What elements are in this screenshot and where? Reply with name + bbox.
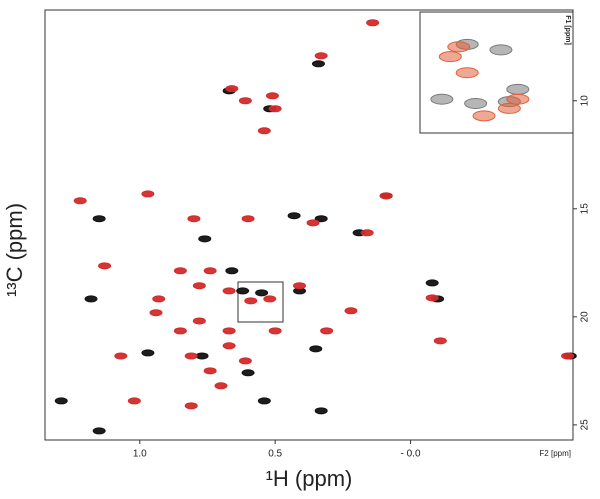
- peak: [184, 352, 198, 360]
- peak: [127, 397, 141, 405]
- peak: [203, 367, 217, 375]
- y-axis-label: ¹³C (ppm): [2, 203, 27, 297]
- peak: [268, 105, 282, 113]
- peak: [314, 215, 328, 223]
- peak: [472, 110, 496, 122]
- peak: [506, 83, 530, 95]
- peak: [92, 215, 106, 223]
- peak: [320, 327, 334, 335]
- peak: [430, 93, 454, 105]
- y-tick-label: 10: [580, 95, 591, 107]
- peak: [73, 197, 87, 205]
- peak: [241, 369, 255, 377]
- peak: [141, 190, 155, 198]
- peak: [257, 127, 271, 135]
- inset-y-label: F1 [ppm]: [564, 15, 571, 45]
- x-unit-label: F2 [ppm]: [539, 449, 571, 458]
- peak: [236, 287, 250, 295]
- peak: [149, 309, 163, 317]
- peak: [561, 352, 575, 360]
- peak: [192, 317, 206, 325]
- peak: [309, 345, 323, 353]
- x-tick-label: - 0.0: [401, 449, 421, 460]
- peak: [425, 279, 439, 287]
- peak: [184, 402, 198, 410]
- peak: [152, 295, 166, 303]
- peak: [268, 327, 282, 335]
- peak: [293, 282, 307, 290]
- peak: [195, 352, 209, 360]
- x-axis-label: ¹H (ppm): [266, 466, 353, 491]
- peak: [438, 51, 462, 63]
- zoom-box: [237, 281, 284, 323]
- peak: [464, 98, 488, 110]
- inset-plot: F1 [ppm]: [430, 15, 571, 122]
- peak: [263, 295, 277, 303]
- peak: [141, 349, 155, 357]
- x-tick-label: 0.5: [268, 449, 282, 460]
- peak: [84, 295, 98, 303]
- peak: [379, 192, 393, 200]
- y-tick-label: 15: [580, 203, 591, 215]
- peak: [314, 407, 328, 415]
- x-tick-label: 1.0: [133, 449, 147, 460]
- peak: [425, 294, 439, 302]
- peak: [257, 397, 271, 405]
- peak: [222, 342, 236, 350]
- peak: [98, 262, 112, 270]
- y-tick-label: 20: [580, 311, 591, 323]
- peak: [187, 215, 201, 223]
- peak: [366, 19, 380, 27]
- peak: [225, 267, 239, 275]
- peak: [238, 97, 252, 105]
- peak: [173, 267, 187, 275]
- inset-frame: [419, 11, 574, 134]
- peak: [225, 85, 239, 93]
- y-tick-label: 25: [580, 419, 591, 431]
- peak: [54, 397, 68, 405]
- peak: [222, 287, 236, 295]
- peak: [255, 289, 269, 297]
- peak: [489, 44, 513, 56]
- peak: [506, 93, 530, 105]
- peak: [222, 327, 236, 335]
- peak: [311, 60, 325, 68]
- peak: [314, 52, 328, 60]
- peak: [287, 212, 301, 220]
- peak: [344, 307, 358, 315]
- peak: [238, 357, 252, 365]
- peak: [114, 352, 128, 360]
- peak: [92, 427, 106, 435]
- main-plot: 1.0 0.5 - 0.0 10 15 20 25 ¹H (ppm) ¹³C (ppm) F2 […: [2, 19, 591, 491]
- peak: [433, 337, 447, 345]
- peak: [192, 282, 206, 290]
- peak: [173, 327, 187, 335]
- peak: [198, 235, 212, 243]
- peak: [306, 219, 320, 227]
- peak: [214, 382, 228, 390]
- peak: [497, 102, 521, 114]
- peak: [360, 229, 374, 237]
- peak: [244, 297, 258, 305]
- peak: [241, 215, 255, 223]
- peak: [447, 41, 471, 53]
- peak: [203, 267, 217, 275]
- peak: [265, 92, 279, 100]
- peak: [455, 67, 479, 79]
